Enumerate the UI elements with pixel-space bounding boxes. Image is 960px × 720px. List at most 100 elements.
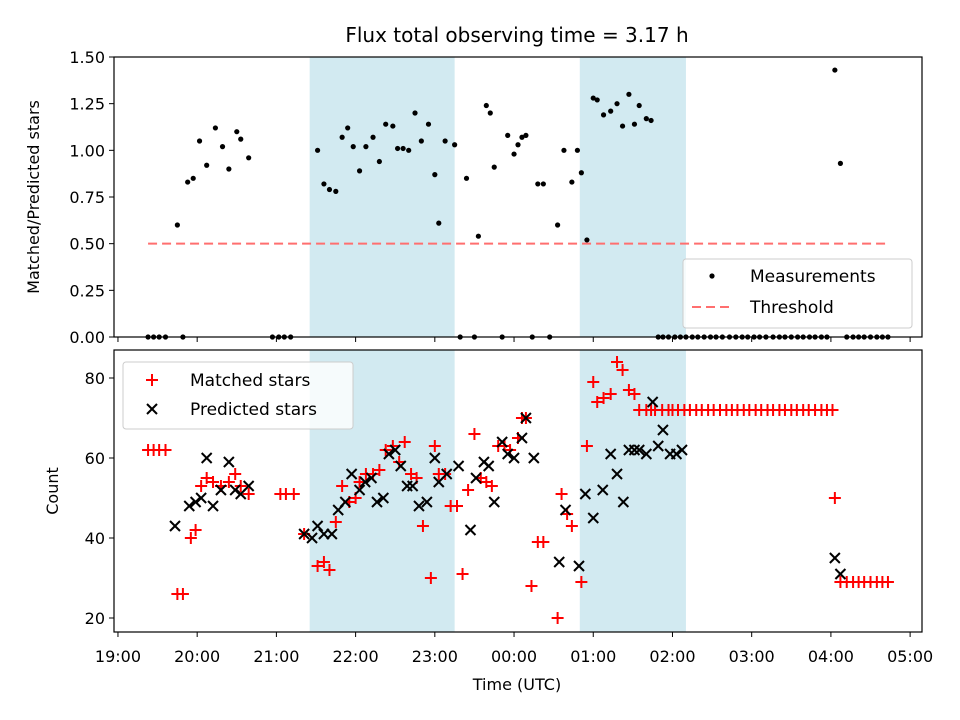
predicted-star-point <box>223 456 235 468</box>
measurement-point <box>614 101 620 107</box>
predicted-star-point <box>229 484 241 496</box>
matched-star-point <box>604 388 617 400</box>
matched-star-point <box>826 404 839 416</box>
predicted-star-point <box>298 528 310 540</box>
matched-star-point <box>311 560 324 572</box>
predicted-star-point <box>597 484 609 496</box>
matched-star-point <box>456 568 469 580</box>
predicted-star-point <box>452 460 465 472</box>
measurement-point <box>212 125 218 131</box>
measurement-point <box>608 108 614 114</box>
predicted-star-point <box>389 444 401 456</box>
ratio-y-tick-label: 0.25 <box>69 281 105 300</box>
x-tick-label: 03:00 <box>729 647 775 666</box>
predicted-star-point <box>587 512 599 524</box>
measurement-point <box>491 164 497 170</box>
predicted-star-point <box>200 452 213 464</box>
predicted-star-point <box>829 552 841 564</box>
measurements-legend-marker <box>709 273 715 279</box>
matched-star-point <box>184 532 197 544</box>
predicted-star-point <box>169 520 181 532</box>
measurement-point <box>219 144 226 150</box>
matched-star-point <box>234 480 247 492</box>
measurement-point <box>333 188 339 194</box>
measurement-point <box>578 170 584 176</box>
ratio-y-tick-label: 1.50 <box>69 48 105 67</box>
measurement-point <box>561 147 567 153</box>
ratio-y-tick-label: 0.00 <box>69 328 105 347</box>
predicted-star-point <box>215 484 227 496</box>
matched-star-point <box>424 572 437 584</box>
predicted-star-point <box>496 436 508 448</box>
matched-star-point <box>485 480 498 492</box>
predicted-star-point <box>306 532 318 544</box>
measurement-point <box>185 179 191 185</box>
predicted-star-point <box>573 560 585 572</box>
matched-star-point <box>628 388 641 400</box>
matched-star-point <box>323 564 336 576</box>
measurement-point <box>523 132 529 138</box>
measurement-point <box>540 181 546 187</box>
matched-star-point <box>537 536 550 548</box>
count-y-tick-label: 40 <box>85 529 105 548</box>
predicted-star-point <box>421 496 433 508</box>
measurement-point <box>314 147 321 153</box>
predicted-star-point <box>345 468 358 480</box>
predicted-star-point <box>365 472 378 484</box>
ratio-y-label: Matched/Predicted stars <box>24 100 43 294</box>
predicted-star-point <box>429 452 441 464</box>
measurement-point <box>234 129 240 135</box>
measurement-point <box>370 134 376 140</box>
count-y-label: Count <box>43 467 62 515</box>
predicted-legend-label: Predicted stars <box>190 400 317 420</box>
measurement-point <box>418 138 424 144</box>
predicted-star-point <box>652 440 664 452</box>
matched-star-point <box>367 468 380 480</box>
count-span-1 <box>579 350 686 632</box>
measurement-point <box>584 237 590 243</box>
ratio-y-tick-label: 1.25 <box>69 95 105 114</box>
measurements-legend-label: Measurements <box>750 267 876 287</box>
predicted-star-point <box>242 480 255 492</box>
predicted-star-point <box>353 484 366 496</box>
predicted-star-point <box>189 496 202 508</box>
matched-star-point <box>428 440 441 452</box>
predicted-star-point <box>195 492 207 504</box>
count-legend: Matched stars Predicted stars <box>122 361 354 430</box>
measurement-point <box>326 186 333 193</box>
predicted-star-point <box>207 500 219 512</box>
measurement-point <box>636 102 642 109</box>
predicted-star-point <box>359 476 371 488</box>
matched-star-point <box>336 480 349 492</box>
threshold-legend-label: Threshold <box>749 298 834 318</box>
ratio-y-tick-label: 0.50 <box>69 235 105 254</box>
matched-star-point <box>353 476 366 488</box>
predicted-star-point <box>413 500 425 512</box>
matched-star-point <box>439 468 452 480</box>
predicted-star-point <box>383 448 395 460</box>
measurement-point <box>837 160 844 166</box>
count-y-tick-label: 80 <box>85 369 105 388</box>
measurement-point <box>475 233 481 239</box>
measurement-point <box>226 166 232 172</box>
matched-star-point <box>189 524 202 536</box>
matched-star-point <box>565 520 578 532</box>
predicted-star-point <box>311 520 324 532</box>
matched-star-point <box>597 392 610 404</box>
predicted-star-point <box>377 492 390 504</box>
matched-star-point <box>393 456 406 468</box>
measurement-point <box>383 121 389 127</box>
count-y-tick-label: 20 <box>85 609 105 628</box>
measurement-point <box>600 112 607 118</box>
predicted-star-point <box>559 504 572 516</box>
measurement-point <box>515 142 521 148</box>
count-y-tick-label: 60 <box>85 449 105 468</box>
measurement-point <box>452 142 458 148</box>
predicted-star-point <box>604 448 617 460</box>
measurement-point <box>626 91 632 97</box>
measurement-point <box>643 116 649 122</box>
predicted-star-point <box>516 432 528 444</box>
measurement-point <box>321 181 327 187</box>
matched-star-point <box>317 556 330 568</box>
